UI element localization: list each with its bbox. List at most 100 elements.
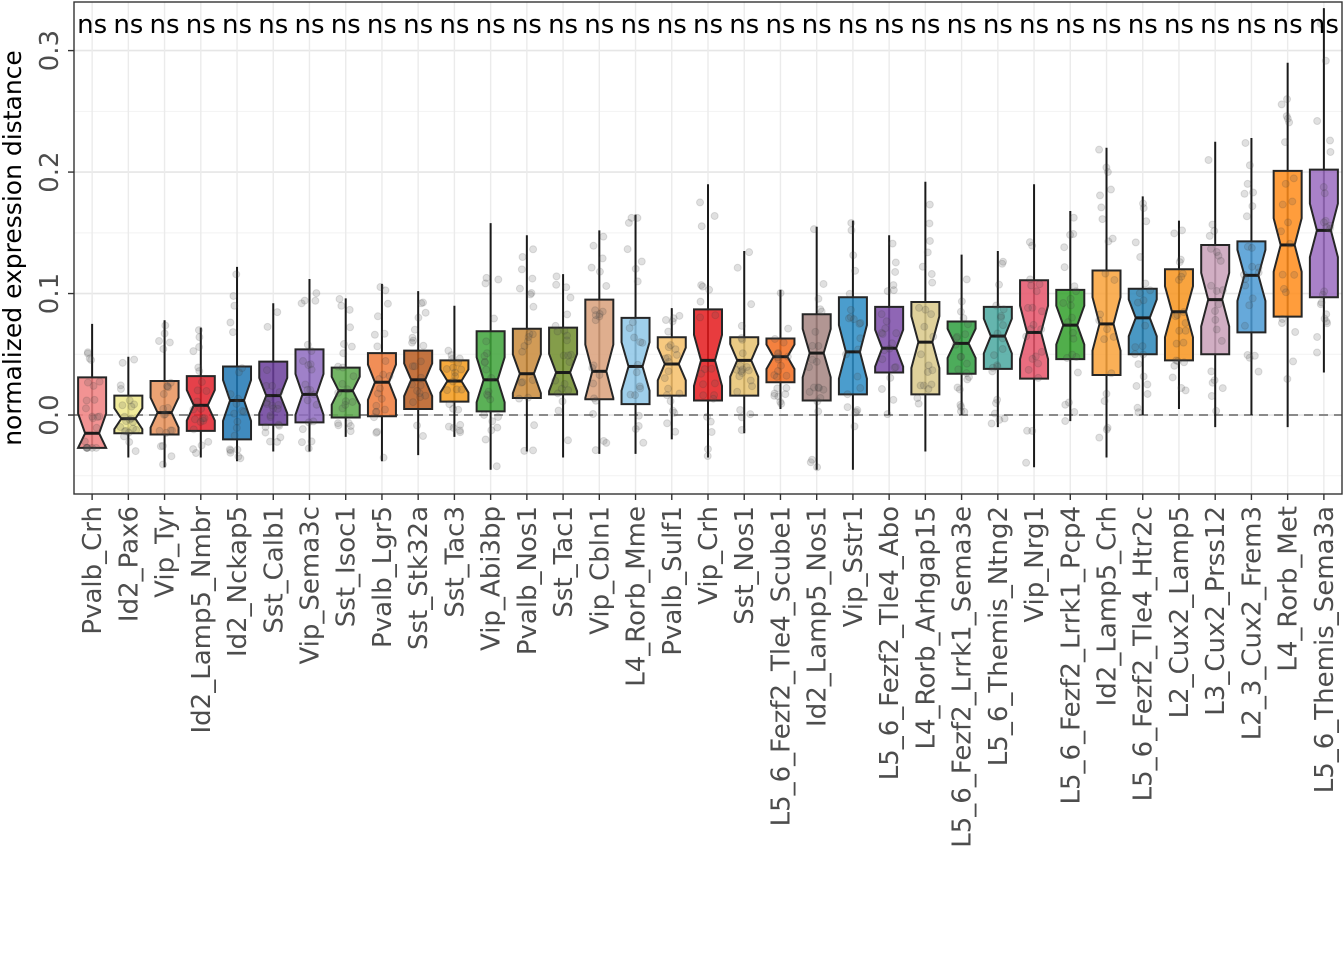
- jitter-point: [409, 398, 418, 407]
- jitter-point: [156, 442, 165, 451]
- jitter-point: [381, 286, 390, 295]
- jitter-point: [880, 346, 889, 355]
- jitter-point: [705, 285, 714, 294]
- jitter-point: [1288, 197, 1297, 206]
- jitter-point: [1283, 114, 1292, 123]
- jitter-point: [83, 378, 92, 387]
- jitter-point: [1245, 353, 1254, 362]
- x-tick-label: L5_6_Themis_Ntng2: [984, 506, 1014, 766]
- jitter-point: [1132, 382, 1141, 391]
- x-tick-label: Id2_Lamp5_Crh: [1093, 506, 1123, 706]
- jitter-point: [449, 423, 458, 432]
- jitter-point: [1317, 298, 1326, 307]
- box-body: [874, 305, 905, 374]
- jitter-point: [377, 394, 386, 403]
- significance-label: ns: [476, 10, 506, 40]
- jitter-point: [637, 257, 646, 266]
- jitter-point: [988, 363, 997, 372]
- jitter-point: [160, 329, 169, 338]
- jitter-point: [1172, 339, 1181, 348]
- jitter-point: [1283, 374, 1292, 383]
- jitter-point: [814, 341, 823, 350]
- jitter-point: [1291, 328, 1300, 337]
- jitter-point: [197, 377, 206, 386]
- jitter-point: [481, 279, 490, 288]
- jitter-point: [269, 404, 278, 413]
- jitter-point: [1248, 294, 1257, 303]
- jitter-point: [416, 393, 425, 402]
- jitter-point: [847, 218, 856, 227]
- jitter-point: [416, 357, 425, 366]
- jitter-point: [666, 397, 675, 406]
- x-tick-label: Id2_Lamp5_Nmbr: [187, 506, 217, 734]
- jitter-point: [525, 329, 534, 338]
- jitter-point: [853, 406, 862, 415]
- jitter-point: [710, 211, 719, 220]
- jitter-point: [589, 409, 598, 418]
- jitter-point: [452, 385, 461, 394]
- jitter-point: [189, 445, 198, 454]
- jitter-point: [274, 401, 283, 410]
- jitter-point: [95, 377, 104, 386]
- jitter-point: [1069, 334, 1078, 343]
- jitter-point: [1218, 286, 1227, 295]
- jitter-point: [1243, 242, 1252, 251]
- box-Sst_Isoc1: [330, 295, 361, 437]
- jitter-point: [303, 340, 312, 349]
- jitter-point: [1281, 179, 1290, 188]
- jitter-point: [262, 400, 271, 409]
- jitter-point: [891, 258, 900, 267]
- jitter-point: [916, 381, 925, 390]
- y-tick-label: 0.2: [35, 151, 65, 192]
- jitter-point: [995, 415, 1004, 424]
- jitter-point: [918, 262, 927, 271]
- jitter-point: [483, 391, 492, 400]
- jitter-point: [198, 414, 207, 423]
- jitter-point: [262, 398, 271, 407]
- jitter-point: [1022, 458, 1031, 467]
- jitter-point: [276, 433, 285, 442]
- jitter-point: [346, 427, 355, 436]
- jitter-point: [1098, 215, 1107, 224]
- jitter-point: [1107, 369, 1116, 378]
- jitter-point: [1212, 406, 1221, 415]
- jitter-point: [1102, 425, 1111, 434]
- jitter-point: [1131, 343, 1140, 352]
- jitter-point: [993, 361, 1002, 370]
- significance-label: ns: [1164, 10, 1194, 40]
- jitter-point: [1277, 318, 1286, 327]
- jitter-point: [301, 380, 310, 389]
- jitter-point: [527, 289, 536, 298]
- jitter-point: [914, 399, 923, 408]
- box-L4_Rorb_Mme: [620, 213, 651, 454]
- jitter-point: [197, 441, 206, 450]
- jitter-point: [125, 415, 134, 424]
- jitter-point: [304, 418, 313, 427]
- jitter-point: [1278, 200, 1287, 209]
- jitter-point: [1139, 372, 1148, 381]
- box-body: [837, 296, 868, 396]
- jitter-point: [1212, 325, 1221, 334]
- jitter-point: [275, 388, 284, 397]
- jitter-point: [524, 333, 533, 342]
- jitter-point: [1100, 397, 1109, 406]
- jitter-point: [493, 423, 502, 432]
- jitter-point: [234, 452, 243, 461]
- jitter-point: [118, 358, 127, 367]
- jitter-point: [92, 443, 101, 452]
- significance-label: ns: [222, 10, 252, 40]
- jitter-point: [1028, 241, 1037, 250]
- jitter-point: [371, 408, 380, 417]
- jitter-point: [1278, 315, 1287, 324]
- jitter-point: [375, 384, 384, 393]
- significance-label: ns: [1236, 10, 1266, 40]
- jitter-point: [1095, 145, 1104, 154]
- jitter-point: [814, 383, 823, 392]
- jitter-point: [415, 389, 424, 398]
- jitter-point: [1069, 213, 1078, 222]
- jitter-point: [663, 419, 672, 428]
- jitter-point: [129, 424, 138, 433]
- jitter-point: [924, 361, 933, 370]
- jitter-point: [770, 371, 779, 380]
- jitter-point: [888, 239, 897, 248]
